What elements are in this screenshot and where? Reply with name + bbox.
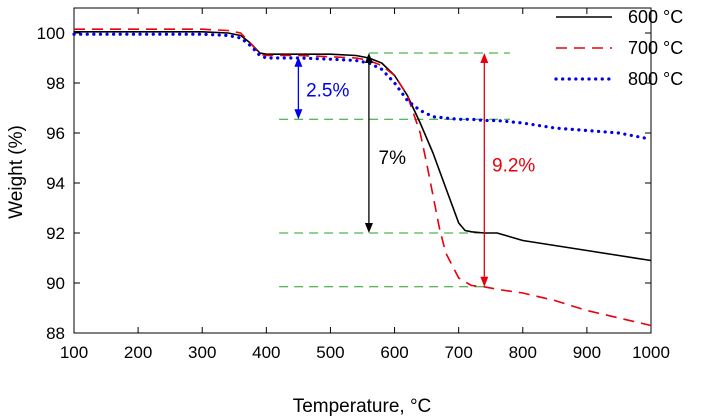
x-tick-label: 700 — [444, 343, 472, 362]
series-line — [74, 30, 652, 262]
axes — [73, 7, 652, 334]
y-tick-label: 96 — [46, 124, 65, 143]
x-tick-label: 800 — [509, 343, 537, 362]
annotations: 2.5% 7% 9.2% — [294, 53, 535, 287]
x-tick-label: 1000 — [632, 343, 670, 362]
y-tick-label: 90 — [46, 274, 65, 293]
series-line — [74, 28, 652, 327]
x-tick-label: 400 — [252, 343, 280, 362]
data-series — [72, 28, 652, 327]
x-tick-label: 100 — [60, 343, 88, 362]
y-tick-label: 100 — [37, 24, 65, 43]
y-tick-label: 92 — [46, 224, 65, 243]
arrow-head — [364, 53, 373, 63]
annotation-label: 2.5% — [306, 80, 349, 101]
annotation-label: 7% — [379, 148, 407, 169]
legend-label: 700 °C — [628, 38, 683, 58]
guide-lines — [279, 52, 510, 288]
arrow-head — [294, 56, 303, 67]
plot-frame — [73, 7, 652, 334]
x-tick-label: 600 — [380, 343, 408, 362]
annotation-label: 9.2% — [492, 155, 535, 176]
arrow-head — [294, 109, 303, 120]
y-tick-label: 94 — [46, 174, 65, 193]
x-tick-label: 300 — [188, 343, 216, 362]
arrow-head — [364, 223, 373, 233]
x-tick-label: 500 — [316, 343, 344, 362]
x-tick-label: 900 — [573, 343, 601, 362]
arrow-head — [480, 53, 489, 63]
legend-label: 800 °C — [628, 69, 683, 89]
y-axis-label: Weight (%) — [6, 125, 27, 219]
x-tick-label: 200 — [124, 343, 152, 362]
y-tick-label: 88 — [46, 324, 65, 343]
series-line — [72, 32, 647, 140]
y-tick-label: 98 — [46, 74, 65, 93]
axis-ticks: 100 200 300 400 500 600 700 800 900 1000 88 90 92 94 9… — [37, 8, 670, 362]
arrow-head — [480, 276, 489, 287]
legend: 600 °C 700 °C 800 °C — [554, 7, 683, 89]
legend-label: 600 °C — [628, 7, 683, 27]
x-axis-label: Temperature, °C — [293, 396, 432, 417]
